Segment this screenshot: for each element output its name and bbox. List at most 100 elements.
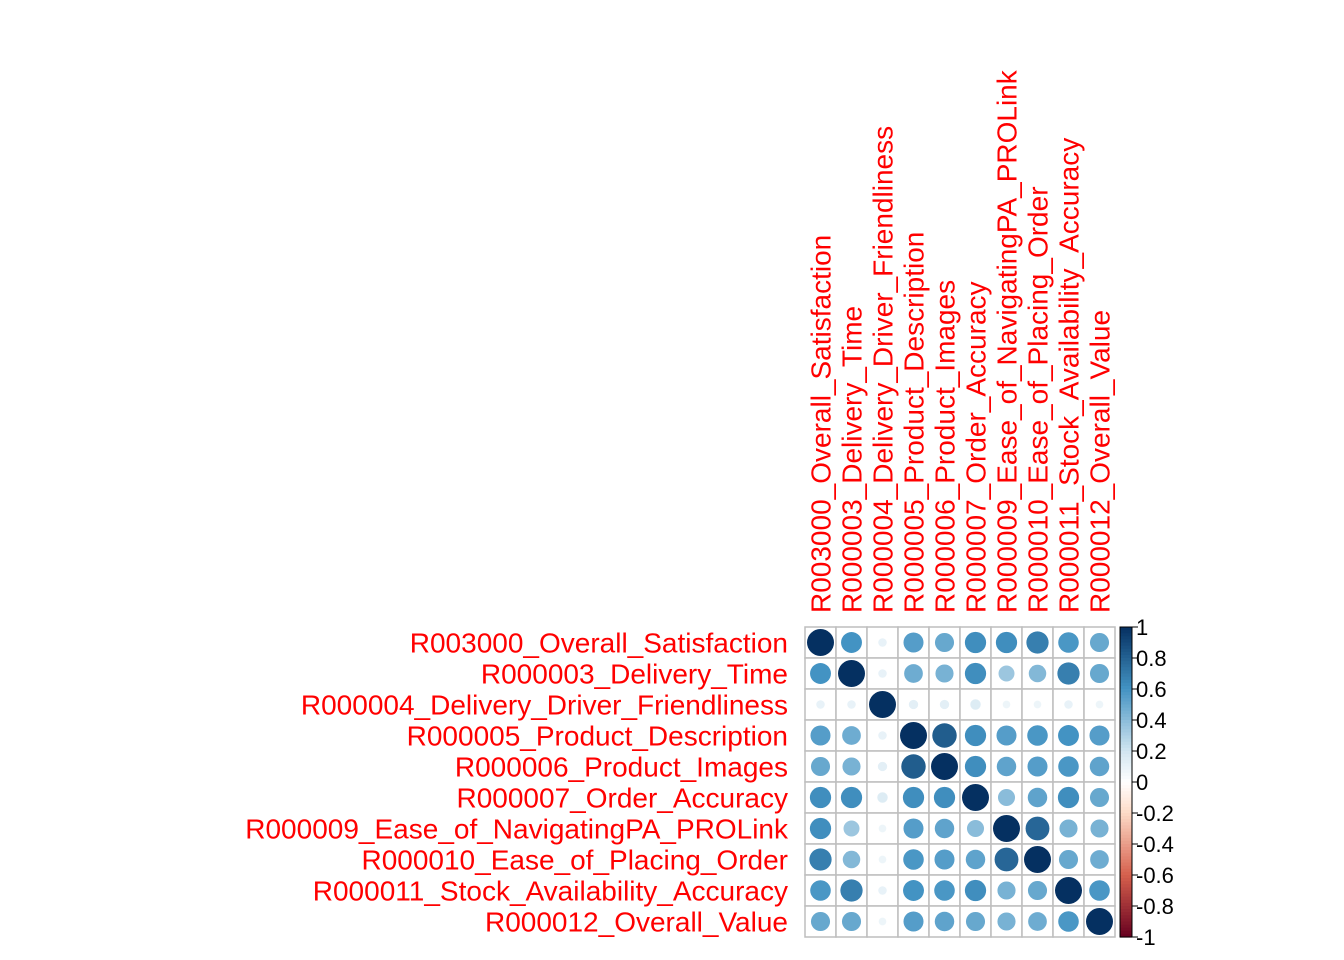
legend-swatch xyxy=(1120,924,1132,929)
correlation-circle xyxy=(807,629,834,656)
legend-tick-label: -0.2 xyxy=(1136,801,1174,826)
correlation-circle xyxy=(964,879,987,902)
legend-swatch xyxy=(1120,633,1132,637)
legend-swatch xyxy=(1120,642,1132,647)
correlation-circle xyxy=(908,699,919,710)
correlation-circle xyxy=(964,755,987,778)
column-label: R000009_Ease_of_NavigatingPA_PROLink xyxy=(992,69,1023,613)
legend-swatch xyxy=(1120,853,1132,857)
correlation-circle xyxy=(1027,880,1048,901)
correlation-circle xyxy=(838,660,865,687)
legend-swatch xyxy=(1120,868,1132,873)
legend-swatch xyxy=(1120,902,1132,907)
legend-swatch xyxy=(1120,844,1132,848)
correlation-circle xyxy=(934,818,955,839)
column-label: R000011_Stock_Availability_Accuracy xyxy=(1054,138,1085,613)
correlation-circle xyxy=(998,665,1015,682)
legend-swatch xyxy=(1120,847,1132,851)
correlation-circle xyxy=(878,886,887,895)
correlation-circle xyxy=(840,879,863,902)
legend-swatch xyxy=(1120,899,1132,904)
correlation-circle xyxy=(878,731,887,740)
column-label: R000004_Delivery_Driver_Friendliness xyxy=(868,126,899,613)
matrix-cell xyxy=(1083,812,1116,845)
correlation-circle xyxy=(878,638,887,647)
row-label: R000003_Delivery_Time xyxy=(481,659,788,690)
legend-swatch xyxy=(1120,930,1132,935)
correlation-circle xyxy=(877,792,888,803)
legend-swatch xyxy=(1120,816,1132,820)
legend-swatch xyxy=(1120,695,1132,699)
legend-swatch xyxy=(1120,778,1132,783)
row-label: R000007_Order_Accuracy xyxy=(456,783,788,814)
column-label: R000007_Order_Accuracy xyxy=(961,281,992,613)
correlation-circle xyxy=(964,662,987,685)
correlation-circle xyxy=(1089,880,1110,901)
correlation-circle xyxy=(1027,756,1048,777)
legend-swatch xyxy=(1120,763,1132,768)
column-label: R003000_Overall_Satisfaction xyxy=(806,235,837,613)
legend-swatch xyxy=(1120,757,1132,761)
legend-swatch xyxy=(1120,741,1132,746)
correlation-circle xyxy=(995,631,1018,654)
correlation-circle xyxy=(816,700,825,709)
row-label: R000006_Product_Images xyxy=(455,752,788,783)
legend-swatch xyxy=(1120,689,1132,693)
correlation-circle xyxy=(1027,787,1048,808)
correlation-circle xyxy=(994,847,1019,872)
column-label: R000012_Overall_Value xyxy=(1085,310,1116,613)
legend-swatch xyxy=(1120,704,1132,709)
correlation-circle xyxy=(997,912,1016,931)
correlation-circle xyxy=(1058,632,1079,653)
legend-tick-label: 1 xyxy=(1136,615,1148,640)
correlation-circle xyxy=(878,824,887,833)
legend-swatch xyxy=(1120,859,1132,864)
legend-swatch xyxy=(1120,927,1132,932)
legend-swatch xyxy=(1120,890,1132,895)
correlation-circle xyxy=(1089,756,1110,777)
legend-tick-label: 0.6 xyxy=(1136,677,1167,702)
correlation-circle xyxy=(1028,912,1047,931)
legend-swatch xyxy=(1120,713,1132,718)
legend-swatch xyxy=(1120,645,1132,650)
correlation-circle xyxy=(996,725,1017,746)
legend-swatch xyxy=(1120,744,1132,749)
color-legend-ticks: 1 0.8 0.6 0.4 0.2 0 -0.2 -0.4 -0.6 -0.8 -1 xyxy=(1132,615,1174,950)
correlation-circle xyxy=(809,817,832,840)
correlation-circle xyxy=(878,917,887,926)
row-label: R000011_Stock_Availability_Accuracy xyxy=(313,876,788,907)
legend-tick-label: -0.6 xyxy=(1136,863,1174,888)
legend-swatch xyxy=(1120,813,1132,817)
legend-swatch xyxy=(1120,875,1132,879)
legend-swatch xyxy=(1120,806,1132,811)
column-labels: R003000_Overall_Satisfaction R000003_Deli… xyxy=(806,69,1116,613)
legend-swatch xyxy=(1120,766,1132,771)
correlation-circle xyxy=(1058,911,1079,932)
matrix-cell xyxy=(1083,688,1116,721)
correlation-circle xyxy=(809,786,832,809)
legend-swatch xyxy=(1120,803,1132,808)
legend-swatch xyxy=(1120,692,1132,696)
correlation-circle xyxy=(935,664,954,683)
legend-swatch xyxy=(1120,837,1132,842)
correlation-circle xyxy=(993,815,1020,842)
row-labels: R003000_Overall_SatisfactionR000003_Deli… xyxy=(245,628,789,938)
column-label: R000003_Delivery_Time xyxy=(837,306,868,613)
legend-swatch xyxy=(1120,716,1132,721)
correlation-circle xyxy=(934,880,955,901)
correlation-circle xyxy=(1057,662,1080,685)
legend-swatch xyxy=(1120,918,1132,923)
legend-tick-label: -0.4 xyxy=(1136,832,1174,857)
legend-swatch xyxy=(1120,825,1132,830)
legend-swatch xyxy=(1120,627,1132,631)
row-label: R000012_Overall_Value xyxy=(485,907,788,938)
correlation-circle xyxy=(964,631,987,654)
correlation-circle xyxy=(809,848,832,871)
legend-swatch xyxy=(1120,878,1132,882)
correlation-circle xyxy=(842,757,861,776)
legend-tick-label: 0.4 xyxy=(1136,708,1167,733)
legend-swatch xyxy=(1120,794,1132,799)
row-label: R000005_Product_Description xyxy=(407,721,788,752)
correlation-circle xyxy=(970,699,981,710)
legend-swatch xyxy=(1120,772,1132,777)
